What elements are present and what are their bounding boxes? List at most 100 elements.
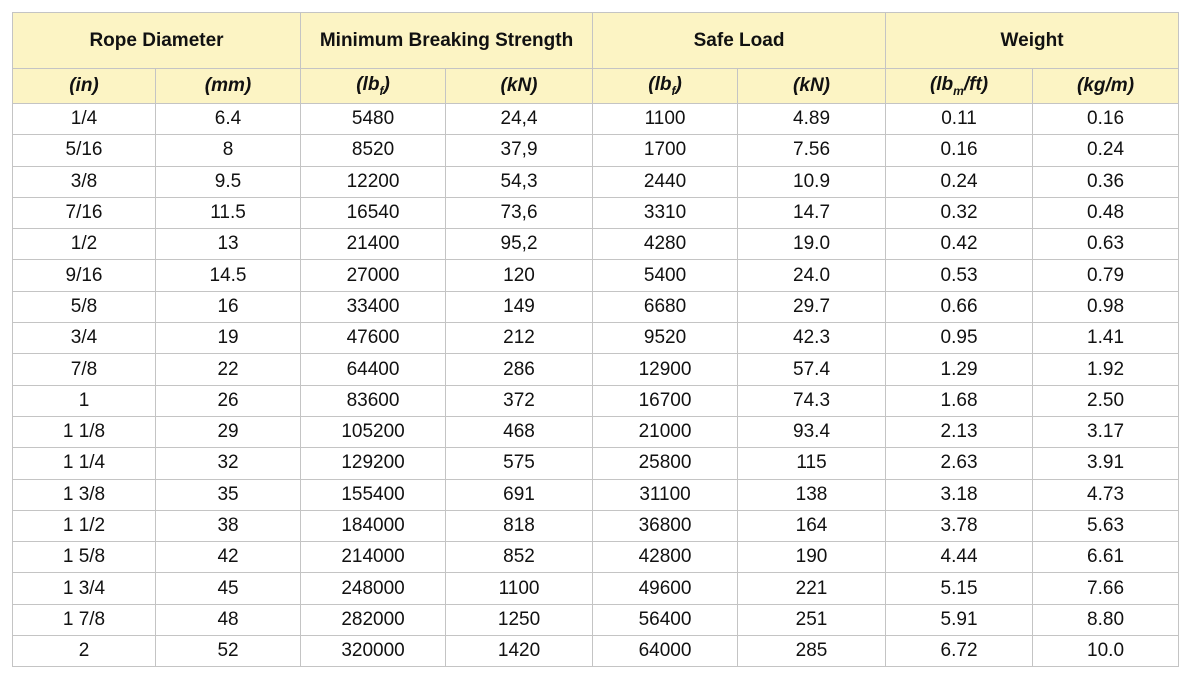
cell: 286 [445,353,594,386]
cell: 57.4 [737,353,887,386]
cell: 0.95 [885,322,1034,355]
rope-table: Rope Diameter Minimum Breaking Strength Sa… [11,12,1180,668]
unit-header: (in) [12,68,156,104]
cell: 4.89 [737,102,887,136]
cell: 32 [154,447,302,480]
cell: 6.72 [885,635,1034,668]
cell: 33400 [300,290,447,324]
cell: 1 [12,384,156,417]
cell: 11.5 [154,196,302,230]
cell: 3/4 [12,322,156,355]
cell: 1250 [445,603,594,637]
data-row: 1 7/8 48 282000 1250 56400 251 5.91 8.80 [12,603,1180,637]
cell: 0.11 [885,102,1034,136]
cell: 5480 [300,102,447,136]
cell: 25800 [592,447,739,480]
cell: 2.50 [1032,384,1180,417]
cell: 0.16 [1032,102,1180,136]
data-row: 2 52 320000 1420 64000 285 6.72 10.0 [12,635,1180,668]
cell: 83600 [300,384,447,417]
unit-text: (lb [929,74,954,96]
cell: 120 [445,259,594,292]
cell: 0.32 [885,196,1034,230]
cell: 1420 [445,635,594,668]
data-row: 1 26 83600 372 16700 74.3 1.68 2.50 [12,384,1180,417]
unit-subscript: f [379,83,384,98]
cell: 0.63 [1032,228,1180,261]
cell: 5400 [592,259,739,292]
cell: 3.18 [885,478,1034,511]
cell: 93.4 [737,415,887,449]
data-row: 7/8 22 64400 286 12900 57.4 1.29 1.92 [12,353,1180,386]
cell: 2.13 [885,415,1034,449]
cell: 31100 [592,478,739,511]
cell: 3.17 [1032,415,1180,449]
data-row: 5/16 8 8520 37,9 1700 7.56 0.16 0.24 [12,134,1180,167]
cell: 155400 [300,478,447,511]
cell: 7.66 [1032,572,1180,605]
cell: 74.3 [737,384,887,417]
cell: 852 [445,541,594,574]
cell: 0.48 [1032,196,1180,230]
unit-header-row: (in) (mm) (lbf) (kN) (lbf) (kN) (lbm/ft) (kg/m) [12,68,1180,104]
cell: 372 [445,384,594,417]
cell: 190 [737,541,887,574]
cell: 16700 [592,384,739,417]
unit-text: (lb [648,74,672,96]
cell: 0.36 [1032,165,1180,198]
cell: 42800 [592,541,739,574]
unit-text: /ft) [963,74,989,96]
cell: 26 [154,384,302,417]
data-row: 1/4 6.4 5480 24,4 1100 4.89 0.11 0.16 [12,102,1180,136]
cell: 9520 [592,322,739,355]
cell: 1/4 [12,102,156,136]
cell: 3.78 [885,509,1034,543]
cell: 9.5 [154,165,302,198]
cell: 0.16 [885,134,1034,167]
unit-header: (kN) [737,68,887,104]
cell: 21000 [592,415,739,449]
cell: 3/8 [12,165,156,198]
cell: 5.63 [1032,509,1180,543]
cell: 27000 [300,259,447,292]
cell: 52 [154,635,302,668]
cell: 9/16 [12,259,156,292]
cell: 24,4 [445,102,594,136]
cell: 214000 [300,541,447,574]
cell: 282000 [300,603,447,637]
cell: 818 [445,509,594,543]
cell: 468 [445,415,594,449]
cell: 10.9 [737,165,887,198]
unit-header: (lbf) [300,68,447,104]
unit-header: (lbm/ft) [885,68,1034,104]
cell: 691 [445,478,594,511]
data-row: 5/8 16 33400 149 6680 29.7 0.66 0.98 [12,290,1180,324]
cell: 16540 [300,196,447,230]
cell: 64000 [592,635,739,668]
unit-text: ) [383,74,390,96]
unit-header: (lbf) [592,68,739,104]
cell: 129200 [300,447,447,480]
cell: 7/16 [12,196,156,230]
cell: 1.41 [1032,322,1180,355]
cell: 36800 [592,509,739,543]
unit-text: (lb [356,74,380,96]
cell: 0.42 [885,228,1034,261]
group-header-row: Rope Diameter Minimum Breaking Strength Sa… [11,12,1180,69]
cell: 184000 [300,509,447,543]
cell: 1700 [592,134,739,167]
cell: 37,9 [445,134,594,167]
cell: 1 5/8 [12,541,156,574]
unit-header: (kg/m) [1032,68,1180,104]
unit-header: (mm) [154,68,302,104]
cell: 42 [154,541,302,574]
cell: 2 [12,635,156,668]
cell: 115 [737,447,887,480]
cell: 29 [154,415,302,449]
cell: 575 [445,447,594,480]
cell: 212 [445,322,594,355]
unit-subscript: f [671,83,676,98]
cell: 42.3 [737,322,887,355]
cell: 5.15 [885,572,1034,605]
cell: 1 3/4 [12,572,156,605]
